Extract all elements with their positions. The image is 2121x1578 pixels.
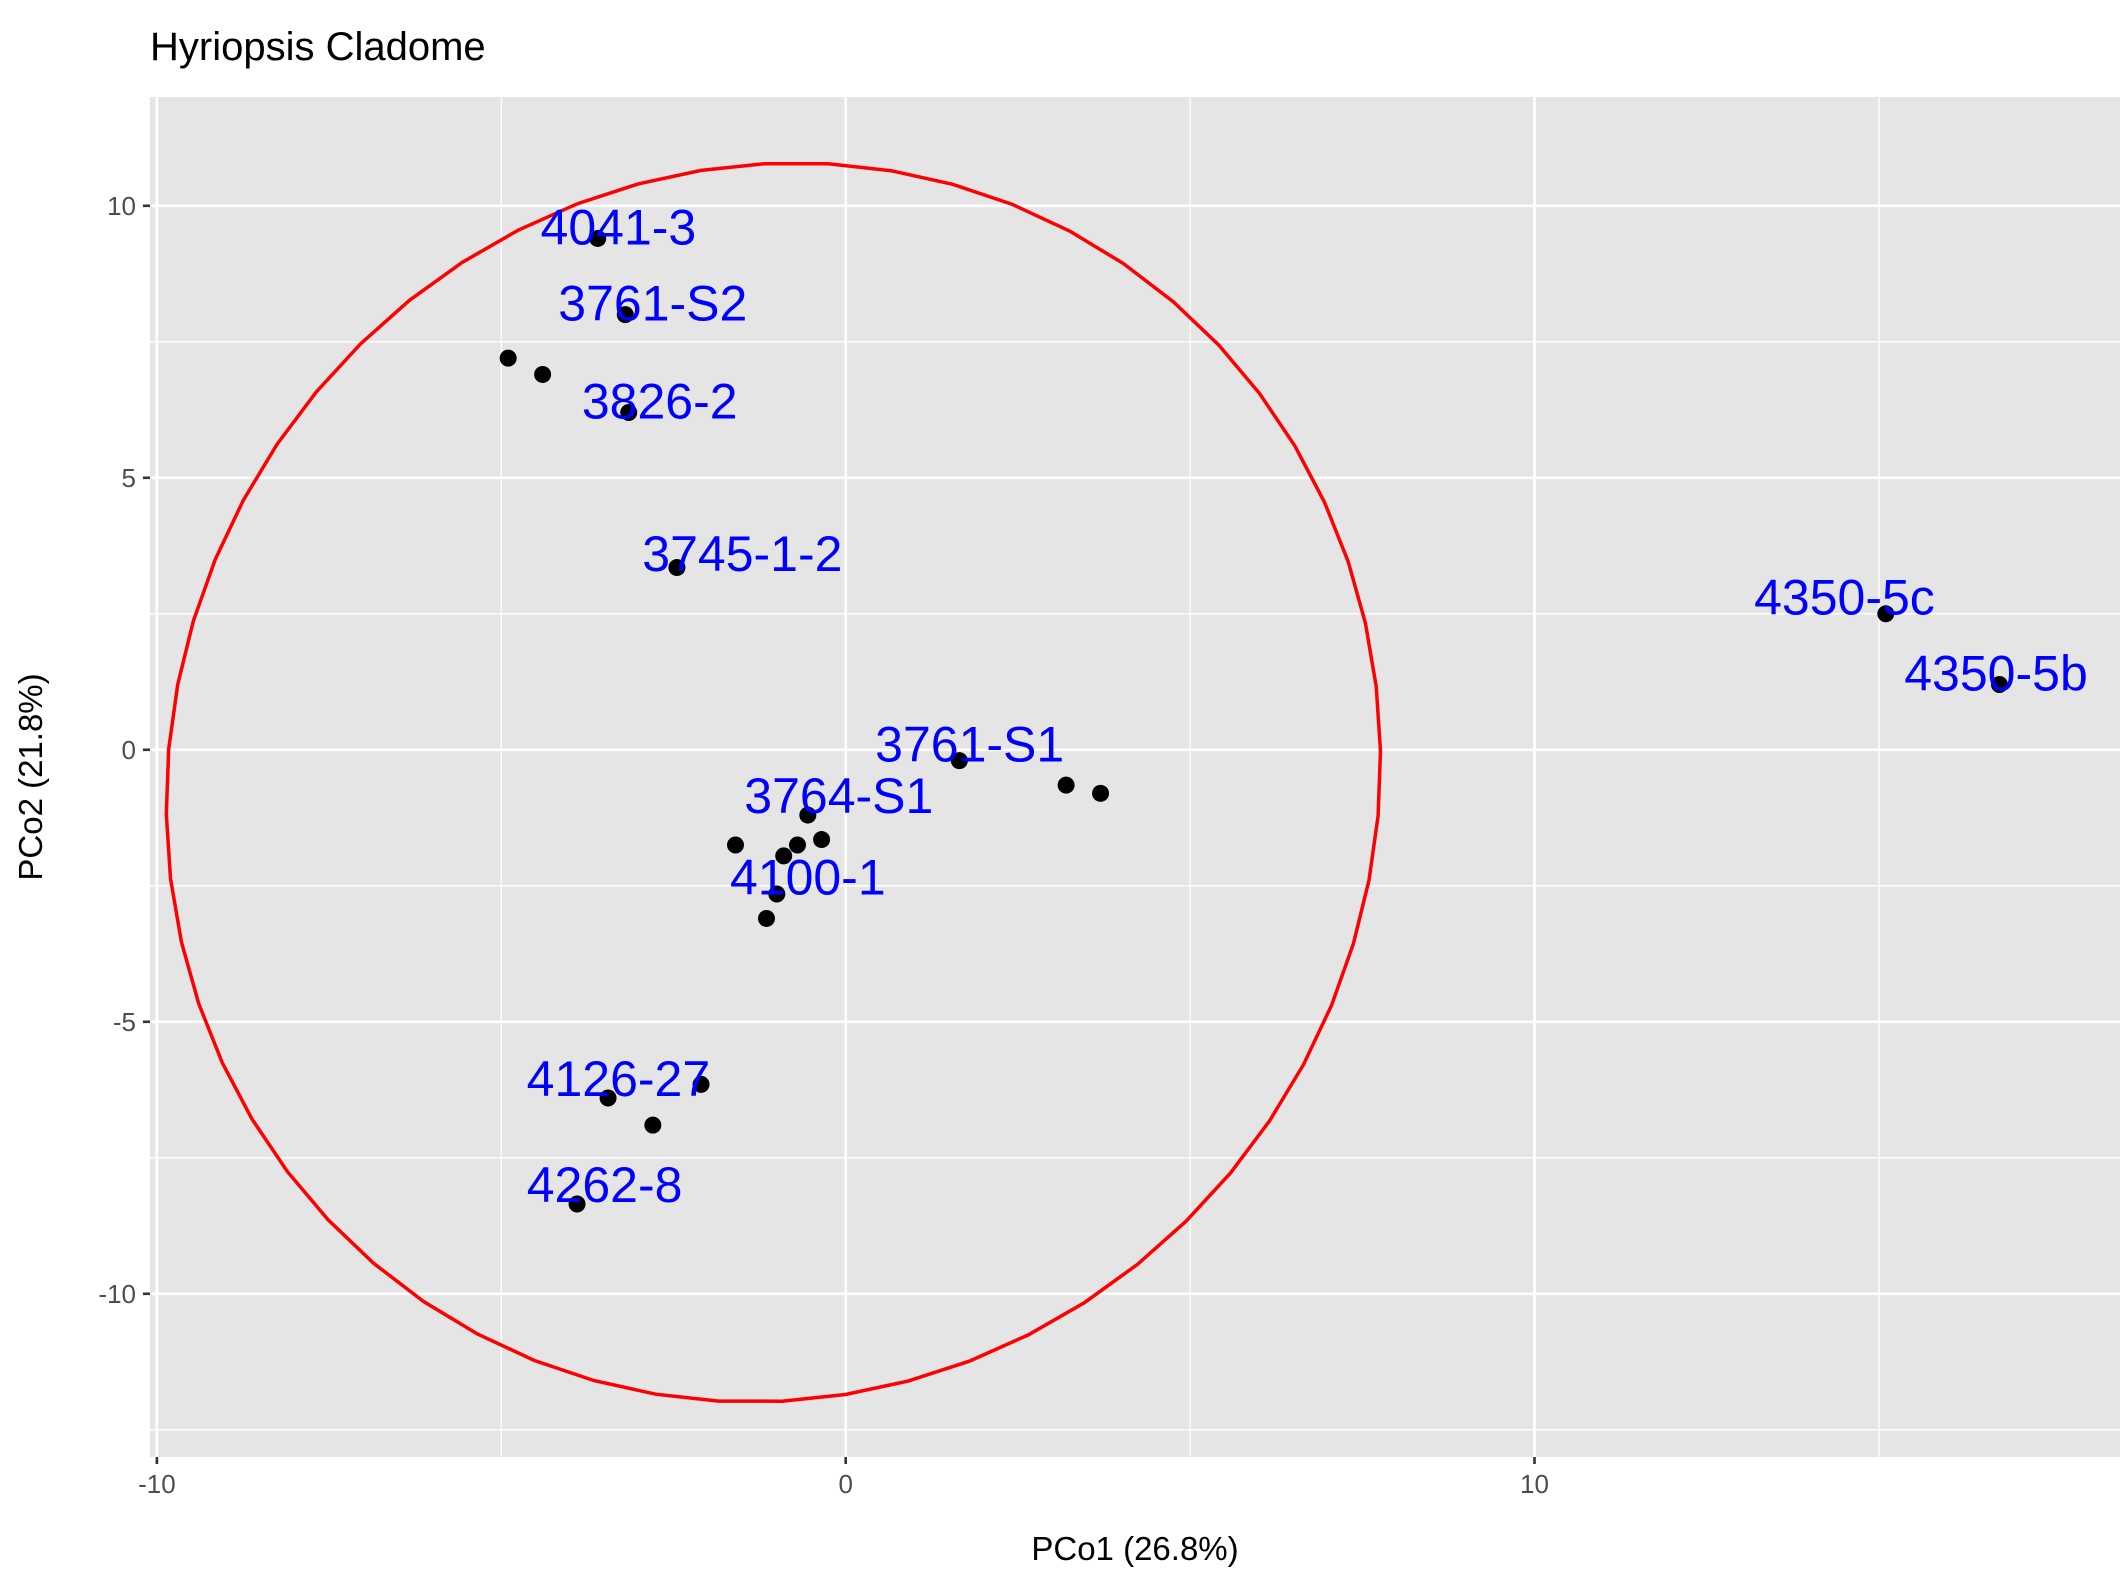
x-axis-title: PCo1 (26.8%) (1031, 1530, 1238, 1567)
y-tick-label: -10 (98, 1279, 136, 1309)
data-point (1092, 784, 1110, 802)
point-label: 4100-1 (730, 850, 886, 906)
y-axis-title: PCo2 (21.8%) (12, 673, 49, 880)
data-point (668, 559, 686, 577)
data-point (616, 306, 634, 324)
point-label: 4350-5c (1754, 569, 1935, 625)
data-point (599, 1089, 617, 1107)
y-tick-label: 5 (122, 463, 136, 493)
x-tick-label: -10 (138, 1469, 176, 1499)
minor-gridlines (150, 97, 2120, 1457)
data-point (775, 847, 793, 865)
point-label: 3764-S1 (744, 768, 933, 824)
point-labels: 4041-3 3761-S2 3826-2 3745-1-2 4350-5c 4350-5… (527, 200, 2088, 1213)
point-label: 4350-5b (1904, 646, 2088, 702)
point-label: 4262-8 (527, 1157, 683, 1213)
data-point (813, 831, 831, 849)
x-tick-label: 0 (838, 1469, 852, 1499)
data-point (499, 349, 517, 367)
point-label: 4126-27 (527, 1051, 711, 1107)
data-point (589, 229, 607, 247)
data-point (788, 836, 806, 854)
data-point (1057, 776, 1075, 794)
data-point (757, 909, 775, 927)
data-point (644, 1116, 662, 1134)
point-label: 3826-2 (582, 374, 738, 430)
data-point (692, 1075, 710, 1093)
data-point (768, 885, 786, 903)
data-point (1990, 676, 2008, 694)
x-axis-tick-labels: -10 0 10 (138, 1469, 1549, 1499)
major-gridlines (150, 97, 2120, 1457)
data-point (568, 1195, 586, 1213)
data-point (726, 836, 744, 854)
chart-title: Hyriopsis Cladome (150, 25, 486, 69)
data-point (799, 806, 817, 824)
y-tick-label: 10 (107, 191, 136, 221)
data-point (1877, 605, 1895, 623)
point-label: 3761-S2 (558, 276, 747, 332)
confidence-ellipse (164, 161, 1383, 1403)
x-tick-label: 10 (1520, 1469, 1549, 1499)
data-points (499, 229, 2008, 1213)
data-point (620, 404, 638, 422)
data-point (534, 365, 552, 383)
point-label: 3761-S1 (875, 716, 1064, 772)
axis-ticks (143, 204, 1536, 1464)
data-point (950, 752, 968, 770)
y-axis-tick-labels: -10 -5 0 5 10 (98, 191, 136, 1309)
plot-panel (150, 97, 2120, 1457)
point-label: 4041-3 (541, 200, 697, 256)
y-tick-label: 0 (122, 735, 136, 765)
point-label: 3745-1-2 (642, 526, 842, 582)
y-tick-label: -5 (113, 1007, 136, 1037)
